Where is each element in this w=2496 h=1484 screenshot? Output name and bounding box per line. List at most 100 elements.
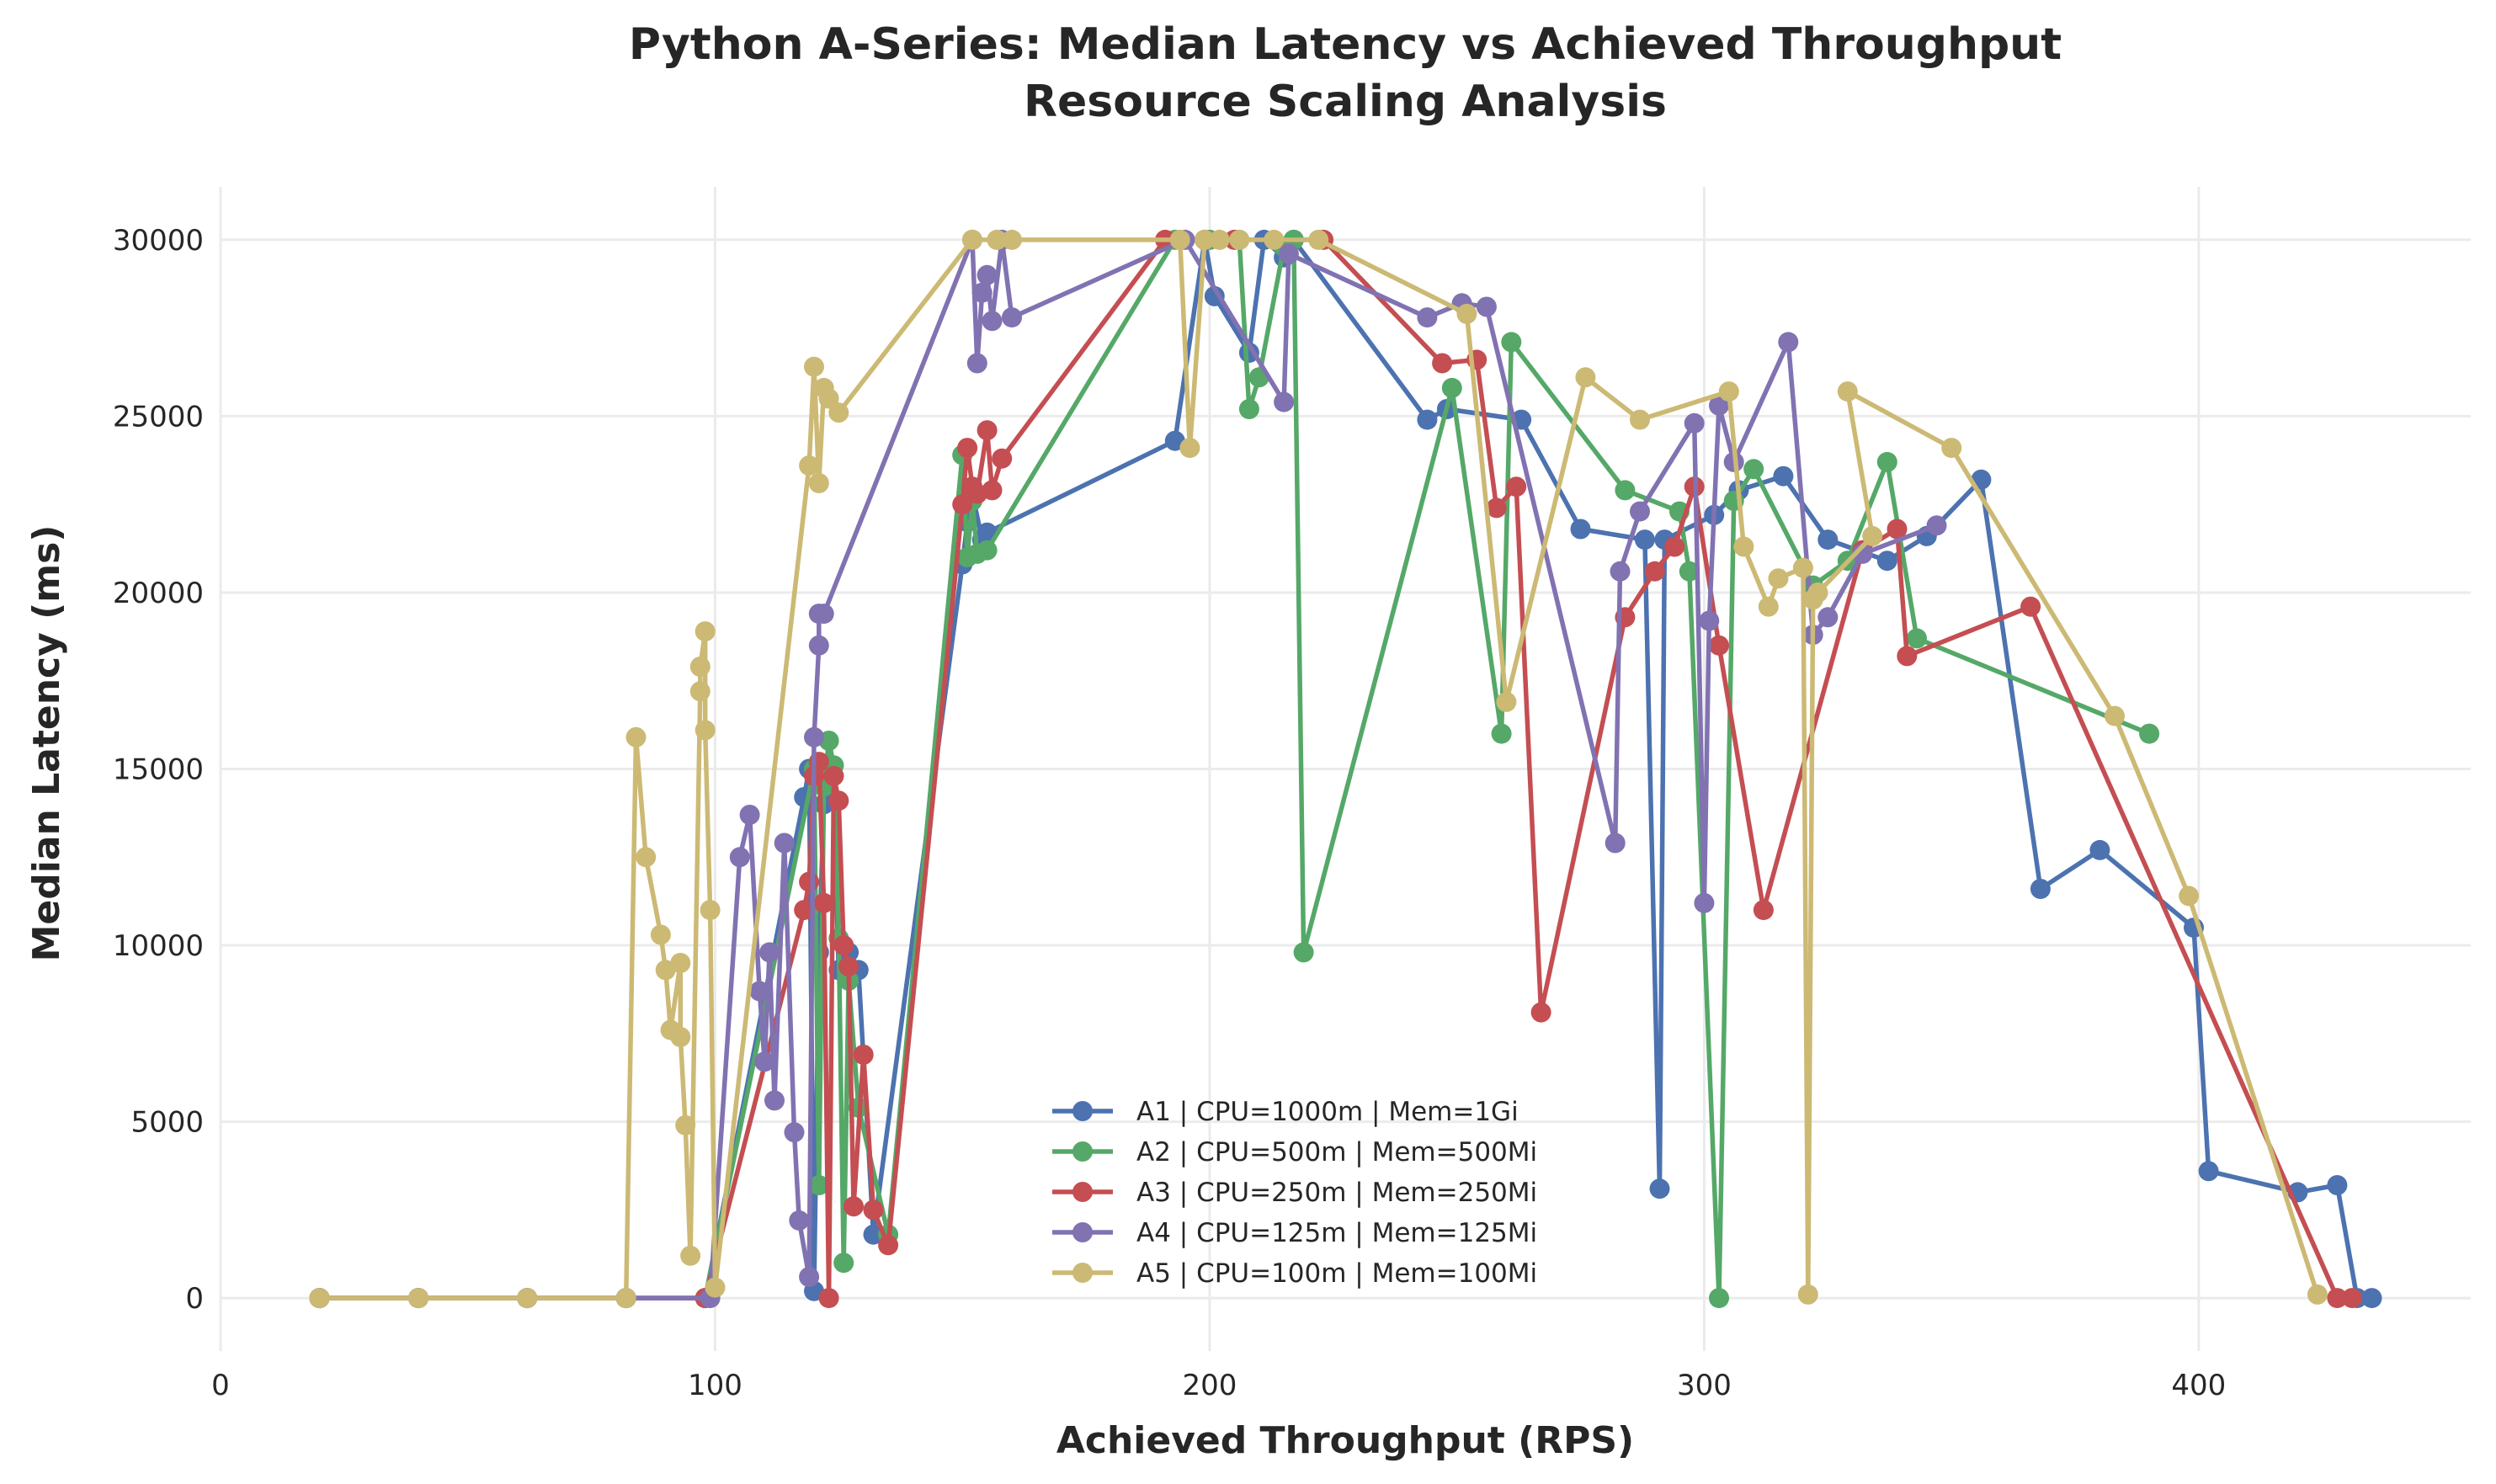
data-point bbox=[700, 900, 721, 921]
y-tick-label: 0 bbox=[185, 1282, 204, 1316]
data-point bbox=[952, 494, 973, 515]
data-point bbox=[1862, 525, 1883, 546]
ticks: 0 100 200 300 400 0 5000 10000 15000 20000 25000 30… bbox=[113, 224, 2227, 1402]
data-point bbox=[878, 1235, 899, 1256]
data-point bbox=[1897, 646, 1918, 667]
data-point bbox=[1432, 353, 1453, 374]
data-point bbox=[1002, 307, 1022, 328]
data-point bbox=[1195, 229, 1216, 250]
data-point bbox=[966, 353, 987, 374]
legend-label: A3 | CPU=250m | Mem=250Mi bbox=[1136, 1178, 1537, 1208]
data-point bbox=[1501, 332, 1522, 353]
data-point bbox=[1264, 229, 1285, 250]
y-tick-label: 20000 bbox=[113, 577, 204, 610]
data-point bbox=[1605, 832, 1626, 854]
data-point bbox=[799, 1267, 820, 1287]
data-point bbox=[794, 900, 815, 921]
series-lines bbox=[309, 229, 2382, 1309]
data-point bbox=[1630, 409, 1650, 430]
data-point bbox=[982, 311, 1003, 332]
data-point bbox=[2327, 1175, 2348, 1195]
data-point bbox=[739, 805, 760, 825]
data-point bbox=[309, 1288, 330, 1309]
data-point bbox=[1817, 607, 1839, 628]
data-point bbox=[1575, 367, 1596, 388]
y-tick-label: 25000 bbox=[113, 400, 204, 433]
data-point bbox=[863, 1224, 884, 1245]
data-point bbox=[1179, 438, 1200, 459]
data-point bbox=[1204, 285, 1225, 306]
data-point bbox=[1274, 391, 1295, 412]
data-point bbox=[705, 1277, 726, 1298]
data-point bbox=[799, 871, 820, 892]
data-point bbox=[1907, 628, 1927, 649]
data-point bbox=[833, 1253, 854, 1274]
data-point bbox=[977, 264, 998, 285]
data-point bbox=[1002, 229, 1022, 250]
data-point bbox=[1209, 229, 1230, 250]
data-point bbox=[962, 229, 982, 250]
legend-label: A1 | CPU=1000m | Mem=1Gi bbox=[1136, 1097, 1519, 1127]
data-point bbox=[517, 1288, 538, 1309]
series-5 bbox=[309, 229, 2328, 1309]
data-point bbox=[982, 480, 1003, 501]
x-tick-label: 300 bbox=[1677, 1369, 1732, 1402]
data-point bbox=[1941, 438, 1962, 459]
data-point bbox=[1709, 1288, 1729, 1309]
data-point bbox=[695, 621, 716, 642]
data-point bbox=[828, 402, 849, 423]
data-point bbox=[1486, 497, 1507, 519]
x-tick-label: 100 bbox=[688, 1369, 742, 1402]
data-point bbox=[2307, 1284, 2328, 1305]
y-axis-label: Median Latency (ms) bbox=[25, 525, 68, 962]
data-point bbox=[1441, 377, 1462, 398]
data-point bbox=[853, 1045, 874, 1065]
legend-swatch-marker bbox=[1072, 1263, 1093, 1283]
data-point bbox=[818, 1288, 839, 1309]
data-point bbox=[1229, 229, 1250, 250]
chart-subtitle: Resource Scaling Analysis bbox=[1024, 77, 1667, 127]
data-point bbox=[1630, 501, 1650, 522]
data-point bbox=[1570, 519, 1591, 540]
data-point bbox=[823, 765, 844, 786]
legend: A1 | CPU=1000m | Mem=1Gi A2 | CPU=500m | … bbox=[1052, 1097, 1537, 1289]
legend-label: A5 | CPU=100m | Mem=100Mi bbox=[1136, 1258, 1537, 1289]
data-point bbox=[1773, 465, 1794, 487]
data-point bbox=[1768, 568, 1789, 589]
y-tick-label: 15000 bbox=[113, 753, 204, 787]
data-point bbox=[1743, 459, 1764, 480]
data-point bbox=[754, 1051, 775, 1072]
data-point bbox=[1709, 395, 1729, 416]
data-point bbox=[2342, 1288, 2362, 1309]
data-point bbox=[1778, 332, 1799, 353]
data-point bbox=[808, 473, 829, 493]
data-point bbox=[844, 1196, 864, 1217]
data-point bbox=[689, 657, 710, 677]
data-point bbox=[2089, 839, 2110, 860]
data-point bbox=[1456, 303, 1477, 324]
data-point bbox=[2030, 879, 2051, 899]
data-point bbox=[2327, 1288, 2348, 1309]
data-point bbox=[729, 847, 750, 868]
x-tick-label: 400 bbox=[2171, 1369, 2226, 1402]
data-point bbox=[1684, 412, 1705, 433]
data-point bbox=[838, 956, 859, 977]
data-point bbox=[1308, 229, 1329, 250]
data-point bbox=[1876, 551, 1897, 572]
data-point bbox=[1417, 307, 1438, 328]
data-point bbox=[1679, 561, 1700, 582]
data-point bbox=[828, 790, 849, 811]
legend-item: A5 | CPU=100m | Mem=100Mi bbox=[1052, 1258, 1537, 1289]
data-point bbox=[625, 726, 647, 747]
y-tick-label: 10000 bbox=[113, 929, 204, 963]
data-point bbox=[987, 229, 1008, 250]
data-point bbox=[1699, 610, 1720, 631]
data-point bbox=[2020, 596, 2041, 617]
data-point bbox=[670, 1027, 691, 1047]
x-tick-label: 0 bbox=[211, 1369, 230, 1402]
data-point bbox=[2361, 1288, 2382, 1309]
data-point bbox=[650, 924, 671, 945]
data-point bbox=[1807, 582, 1828, 603]
legend-item: A1 | CPU=1000m | Mem=1Gi bbox=[1052, 1097, 1519, 1127]
